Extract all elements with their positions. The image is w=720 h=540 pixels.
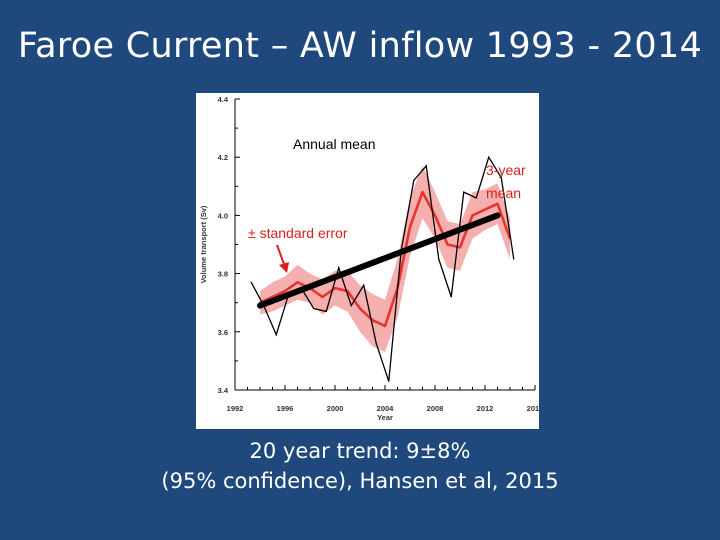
y-axis-label: Volume transport (Sv) <box>199 205 208 283</box>
y-tick-label: 4.2 <box>218 153 228 162</box>
x-tick-label: 2016 <box>527 404 539 413</box>
mean-point <box>434 214 436 217</box>
mean-point <box>359 307 361 310</box>
annual-point <box>450 296 452 298</box>
trend-line <box>257 212 501 309</box>
annual-point <box>438 258 440 260</box>
mean-point <box>384 325 386 327</box>
annotation-three-year-mean: mean <box>486 185 521 201</box>
annual-point <box>275 334 277 336</box>
caption-source: (95% confidence), Hansen et al, 2015 <box>161 469 559 493</box>
mean-point <box>459 246 461 249</box>
y-tick-label: 4.0 <box>218 211 228 220</box>
y-tick-label: 3.4 <box>218 386 229 395</box>
transport-chart: 3.4 3.6 3.8 4.0 4.2 4.4 1992 1996 2000 2004 2008 20… <box>199 95 539 422</box>
annual-point <box>488 156 490 158</box>
y-tick-label: 3.6 <box>218 328 228 337</box>
annotation-arrow-head <box>279 262 289 273</box>
x-tick-label: 2000 <box>327 404 344 413</box>
x-tick-label: 1996 <box>277 404 294 413</box>
mean-point <box>371 319 374 322</box>
annual-point <box>413 179 415 182</box>
x-tick-label: 1992 <box>227 404 244 413</box>
annual-point <box>513 258 515 260</box>
chart-panel: 3.4 3.6 3.8 4.0 4.2 4.4 1992 1996 2000 2004 2008 20… <box>196 93 539 429</box>
caption: 20 year trend: 9±8% (95% confidence), Ha… <box>120 436 600 496</box>
mean-point <box>284 290 286 292</box>
annotation-layer: Annual mean 3-year mean ± standard error <box>248 136 526 273</box>
annotation-annual-mean: Annual mean <box>293 136 376 152</box>
annual-point <box>388 380 390 382</box>
mean-point <box>271 295 274 298</box>
annual-point <box>425 165 427 167</box>
mean-point <box>296 281 299 284</box>
mean-point <box>421 191 424 194</box>
error-band-layer <box>260 165 510 353</box>
caption-trend: 20 year trend: 9±8% <box>249 439 471 463</box>
mean-point <box>471 214 474 217</box>
mean-point <box>446 243 449 246</box>
slide-title: Faroe Current – AW inflow 1993 - 2014 <box>17 26 703 66</box>
annual-point <box>313 307 315 310</box>
x-tick-label: 2012 <box>477 404 494 413</box>
x-axis-label: Year <box>377 413 393 422</box>
annual-point <box>375 342 377 345</box>
annual-point <box>500 176 502 179</box>
error-band <box>260 165 510 353</box>
mean-point <box>496 202 499 205</box>
annual-point <box>475 197 477 199</box>
annotation-three-year: 3-year <box>486 162 526 178</box>
axes: 3.4 3.6 3.8 4.0 4.2 4.4 1992 1996 2000 2004 2008 20… <box>199 95 539 422</box>
mean-point <box>334 287 336 290</box>
annual-point <box>350 305 352 307</box>
annotation-standard-error: ± standard error <box>248 225 348 241</box>
series-layer <box>250 155 515 382</box>
x-tick-label: 2008 <box>427 404 444 413</box>
annotation-arrow-shaft <box>276 244 285 265</box>
annual-point <box>325 310 327 313</box>
annual-point <box>363 284 365 286</box>
mean-point <box>321 295 324 298</box>
annual-point <box>250 281 252 283</box>
mean-point <box>484 208 486 211</box>
annual-point <box>463 191 465 193</box>
annual-point <box>338 267 340 269</box>
mean-point <box>409 226 411 228</box>
x-tick-label: 2004 <box>377 404 395 413</box>
y-tick-label: 4.4 <box>218 95 229 104</box>
y-tick-label: 3.8 <box>218 270 228 279</box>
